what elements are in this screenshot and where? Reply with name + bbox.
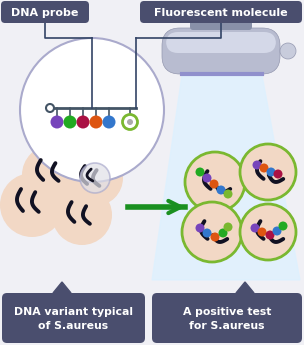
Circle shape <box>274 169 282 178</box>
Text: Fluorescent molecule: Fluorescent molecule <box>154 8 288 18</box>
Polygon shape <box>236 282 254 293</box>
Circle shape <box>250 224 260 233</box>
Text: A positive test
for S.aureus: A positive test for S.aureus <box>183 307 271 331</box>
Circle shape <box>202 174 212 183</box>
Text: DNA probe: DNA probe <box>11 8 79 18</box>
FancyArrowPatch shape <box>131 201 181 213</box>
Text: DNA variant typical
of S.aureus: DNA variant typical of S.aureus <box>13 307 133 331</box>
Circle shape <box>52 185 112 245</box>
Circle shape <box>64 116 77 128</box>
Circle shape <box>195 224 205 233</box>
Circle shape <box>67 150 123 206</box>
FancyBboxPatch shape <box>140 1 302 23</box>
Circle shape <box>46 104 54 112</box>
Circle shape <box>216 186 226 195</box>
Circle shape <box>182 202 242 262</box>
Circle shape <box>260 164 268 172</box>
Circle shape <box>50 116 64 128</box>
Circle shape <box>22 145 82 205</box>
FancyBboxPatch shape <box>1 1 89 23</box>
Circle shape <box>223 223 233 231</box>
Circle shape <box>209 179 219 188</box>
Circle shape <box>265 230 275 239</box>
FancyBboxPatch shape <box>166 32 276 53</box>
Circle shape <box>280 43 296 59</box>
Circle shape <box>240 204 296 260</box>
Circle shape <box>253 160 261 169</box>
Circle shape <box>272 227 282 236</box>
Circle shape <box>278 221 288 230</box>
Circle shape <box>89 116 102 128</box>
FancyBboxPatch shape <box>162 28 280 74</box>
Circle shape <box>127 119 133 125</box>
Circle shape <box>102 116 116 128</box>
FancyBboxPatch shape <box>2 293 145 343</box>
Polygon shape <box>53 282 71 293</box>
Circle shape <box>123 115 137 129</box>
Circle shape <box>202 228 212 237</box>
Circle shape <box>77 116 89 128</box>
Circle shape <box>210 233 219 241</box>
Circle shape <box>20 38 164 182</box>
FancyBboxPatch shape <box>152 293 302 343</box>
Circle shape <box>267 168 275 177</box>
Circle shape <box>223 189 233 198</box>
Circle shape <box>257 227 267 237</box>
Circle shape <box>185 152 245 212</box>
FancyBboxPatch shape <box>190 20 252 30</box>
Polygon shape <box>152 75 300 280</box>
Circle shape <box>80 163 110 193</box>
Circle shape <box>0 173 64 237</box>
Circle shape <box>240 144 296 200</box>
Circle shape <box>195 168 205 177</box>
Circle shape <box>219 228 227 237</box>
